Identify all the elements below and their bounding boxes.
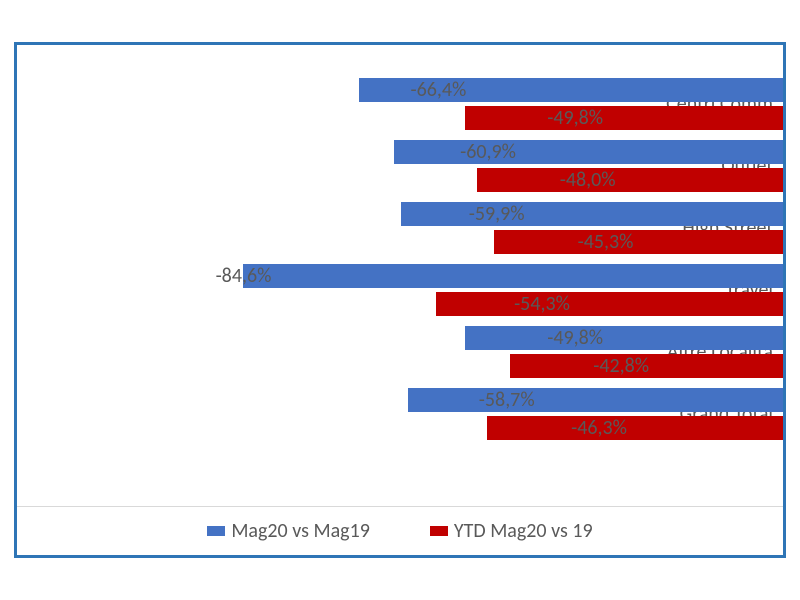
bar-group: -60,9% -48,0%: [209, 135, 784, 197]
bar-series-0: -49,8%: [465, 326, 783, 350]
value-label: -59,9%: [469, 202, 525, 226]
bar-group: -84,6% -54,3%: [209, 259, 784, 321]
value-label: -49,8%: [547, 106, 603, 130]
value-label: -42,8%: [593, 354, 649, 378]
bar-series-0: -59,9%: [401, 202, 783, 226]
bar-series-0: -84,6%: [243, 264, 783, 288]
value-label: -66,4%: [410, 78, 466, 102]
bar-series-0: -66,4%: [359, 78, 783, 102]
value-label: -54,3%: [514, 292, 570, 316]
chart-row: Outlet-60,9%-48,0%: [17, 135, 783, 197]
chart-row: Travel-84,6%-54,3%: [17, 259, 783, 321]
bar-series-0: -58,7%: [408, 388, 783, 412]
chart-row: Altre Località-49,8%-42,8%: [17, 321, 783, 383]
value-label: -46,3%: [571, 416, 627, 440]
bar-series-1: -48,0%: [477, 168, 783, 192]
legend-label: YTD Mag20 vs 19: [454, 519, 593, 543]
chart-row: Centri Comm-66,4%-49,8%: [17, 73, 783, 135]
bar-series-1: -42,8%: [510, 354, 783, 378]
bar-series-1: -54,3%: [436, 292, 783, 316]
value-label: -84,6%: [216, 264, 272, 288]
canvas: Centri Comm-66,4%-49,8%Outlet-60,9%-48,0…: [0, 0, 800, 600]
legend: Mag20 vs Mag19 YTD Mag20 vs 19: [17, 506, 783, 555]
value-label: -48,0%: [560, 168, 616, 192]
bar-group: -49,8% -42,8%: [209, 321, 784, 383]
bar-series-1: -46,3%: [487, 416, 783, 440]
chart-row: Grand Total-58,7%-46,3%: [17, 383, 783, 445]
value-label: -45,3%: [578, 230, 634, 254]
legend-item: YTD Mag20 vs 19: [430, 519, 593, 543]
value-label: -60,9%: [460, 140, 516, 164]
bar-group: -58,7% -46,3%: [209, 383, 784, 445]
value-label: -49,8%: [547, 326, 603, 350]
bar-series-0: -60,9%: [394, 140, 783, 164]
legend-swatch-icon: [430, 526, 448, 536]
chart-row: High Street-59,9%-45,3%: [17, 197, 783, 259]
chart-frame: Centri Comm-66,4%-49,8%Outlet-60,9%-48,0…: [14, 42, 786, 558]
bar-group: -66,4% -49,8%: [209, 73, 784, 135]
value-label: -58,7%: [479, 388, 535, 412]
plot-area: Centri Comm-66,4%-49,8%Outlet-60,9%-48,0…: [17, 45, 783, 506]
legend-label: Mag20 vs Mag19: [231, 519, 370, 543]
legend-swatch-icon: [207, 526, 225, 536]
legend-item: Mag20 vs Mag19: [207, 519, 370, 543]
bar-group: -59,9% -45,3%: [209, 197, 784, 259]
bar-series-1: -45,3%: [494, 230, 783, 254]
bar-series-1: -49,8%: [465, 106, 783, 130]
